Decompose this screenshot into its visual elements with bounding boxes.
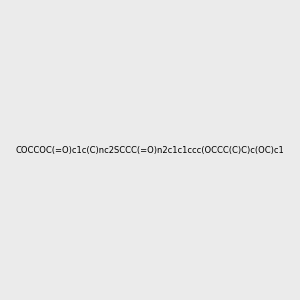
Text: COCCOC(=O)c1c(C)nc2SCCC(=O)n2c1c1ccc(OCCC(C)C)c(OC)c1: COCCOC(=O)c1c(C)nc2SCCC(=O)n2c1c1ccc(OCC… [16,146,284,154]
